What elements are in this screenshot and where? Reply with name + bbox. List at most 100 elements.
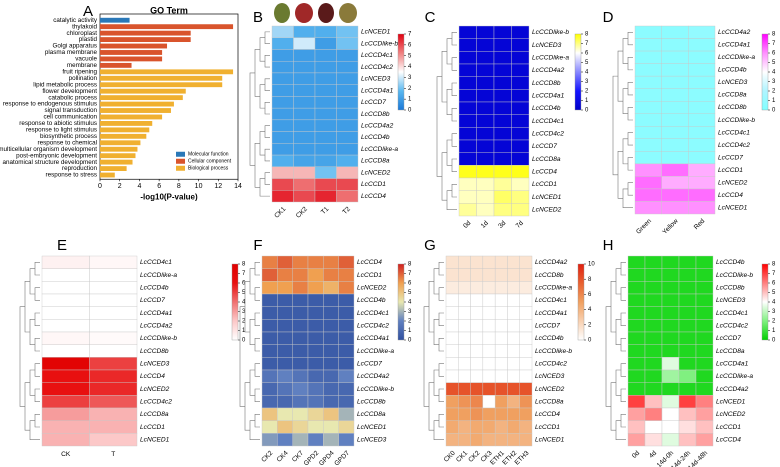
heatmap-cell bbox=[688, 75, 716, 89]
heatmap-cell bbox=[458, 127, 477, 141]
heatmap-cell bbox=[634, 176, 662, 190]
heatmap-cell bbox=[519, 255, 533, 269]
heatmap-cell bbox=[661, 281, 680, 295]
dendrogram-branch bbox=[259, 37, 265, 62]
heatmap-cell bbox=[634, 75, 662, 89]
legend-label: Biological process bbox=[188, 166, 229, 172]
heatmap-cell bbox=[493, 127, 512, 141]
bar bbox=[100, 108, 171, 113]
row-label: LcCCDlike-b bbox=[140, 335, 177, 342]
bar bbox=[100, 166, 127, 171]
heatmap-cell bbox=[307, 369, 324, 383]
heatmap-cell bbox=[476, 101, 495, 115]
row-label: LcCCDlike-b bbox=[716, 272, 753, 279]
heatmap-cell bbox=[661, 420, 680, 434]
heatmap-cell bbox=[519, 433, 533, 447]
heatmap-cell bbox=[293, 131, 316, 144]
heatmap-cell bbox=[277, 306, 293, 320]
heatmap-cell bbox=[292, 268, 309, 282]
column-label: 7d bbox=[515, 219, 525, 229]
colorbar-tick-label: 4 bbox=[772, 300, 776, 306]
dendrogram-branch bbox=[249, 369, 255, 396]
row-label: LcCCD8b bbox=[357, 398, 386, 405]
heatmap-cell bbox=[338, 395, 355, 409]
row-label: LcNCED1 bbox=[532, 194, 562, 201]
dendrogram-branch bbox=[34, 414, 40, 428]
heatmap-cell bbox=[338, 369, 355, 383]
heatmap-cell bbox=[476, 139, 495, 153]
heatmap-cell bbox=[336, 131, 359, 144]
heatmap-cell bbox=[476, 177, 495, 191]
colorbar-tick-label: 0 bbox=[585, 108, 589, 114]
heatmap-cell bbox=[627, 407, 646, 421]
heatmap-cell bbox=[688, 201, 716, 215]
dendrogram-branch bbox=[34, 312, 40, 326]
heatmap-cell bbox=[482, 319, 496, 333]
column-label: CK0 bbox=[443, 449, 457, 463]
row-label: LcCCD4c2 bbox=[716, 322, 748, 329]
heatmap-cell bbox=[89, 420, 138, 434]
heatmap-cell bbox=[307, 420, 324, 434]
heatmap-cell bbox=[507, 319, 520, 333]
heatmap-cell bbox=[336, 37, 359, 50]
heatmap-cell bbox=[271, 166, 294, 179]
heatmap-cell bbox=[277, 255, 293, 269]
heatmap-cell bbox=[336, 119, 359, 132]
heatmap-cell bbox=[307, 357, 324, 371]
heatmap-cell bbox=[511, 38, 530, 52]
row-label: LcCCD4 bbox=[718, 192, 743, 199]
heatmap-cell bbox=[494, 433, 508, 447]
category-label: response to chemical bbox=[37, 139, 97, 146]
colorbar-tick-label: 6 bbox=[242, 281, 246, 287]
heatmap-cell bbox=[678, 407, 697, 421]
colorbar-tick-label: 4 bbox=[772, 70, 776, 76]
heatmap-cell bbox=[261, 395, 278, 409]
category-label: plasma membrane bbox=[45, 49, 98, 56]
dendrogram-branch bbox=[34, 388, 40, 402]
heatmap-cell bbox=[493, 203, 512, 217]
heatmap-cell bbox=[627, 369, 646, 383]
heatmap-cell bbox=[293, 96, 316, 109]
dendrogram-branch bbox=[428, 281, 434, 333]
heatmap-cell bbox=[41, 344, 90, 358]
dendrogram-branch bbox=[249, 72, 255, 166]
heatmap-cell bbox=[445, 369, 459, 383]
heatmap-cell bbox=[89, 255, 138, 269]
row-label: LcCCD8b bbox=[716, 284, 745, 291]
heatmap-cell bbox=[261, 369, 278, 383]
heatmap-cell bbox=[277, 395, 293, 409]
heatmap-cell bbox=[688, 113, 716, 127]
heatmap-cell bbox=[314, 143, 337, 156]
colorbar-tick-label: 5 bbox=[242, 290, 246, 296]
heatmap-cell bbox=[507, 407, 520, 421]
heatmap-cell bbox=[271, 96, 294, 109]
heatmap-cell bbox=[261, 319, 278, 333]
colorbar-tick-label: 0 bbox=[772, 108, 776, 114]
row-label: LcCCDlike-b bbox=[535, 348, 572, 355]
category-label: fruit ripening bbox=[62, 68, 97, 75]
colorbar-tick-label: 8 bbox=[588, 277, 592, 283]
colorbar bbox=[574, 33, 582, 111]
row-label: LcNCED3 bbox=[716, 297, 746, 304]
panel-label: B bbox=[253, 9, 263, 26]
x-tick-label: 14 bbox=[234, 183, 242, 190]
heatmap-cell bbox=[678, 281, 697, 295]
heatmap-cell bbox=[445, 306, 459, 320]
heatmap-cell bbox=[678, 331, 697, 345]
dendrogram-branch bbox=[438, 262, 444, 276]
heatmap-cell bbox=[494, 281, 508, 295]
row-label: LcNCED1 bbox=[140, 436, 170, 443]
dendrogram-branch bbox=[244, 281, 250, 333]
heatmap-cell bbox=[661, 369, 680, 383]
heatmap-cell bbox=[458, 382, 471, 396]
heatmap-cell bbox=[695, 369, 714, 383]
heatmap-cell bbox=[476, 38, 495, 52]
heatmap-cell bbox=[293, 49, 316, 62]
dendrogram-branch bbox=[438, 312, 444, 326]
heatmap-cell bbox=[307, 433, 324, 447]
bar bbox=[100, 127, 150, 133]
row-label: LcCCD4 bbox=[357, 259, 382, 266]
heatmap-cell bbox=[634, 188, 662, 202]
heatmap-cell bbox=[336, 178, 359, 191]
dendrogram-branch bbox=[612, 75, 618, 176]
